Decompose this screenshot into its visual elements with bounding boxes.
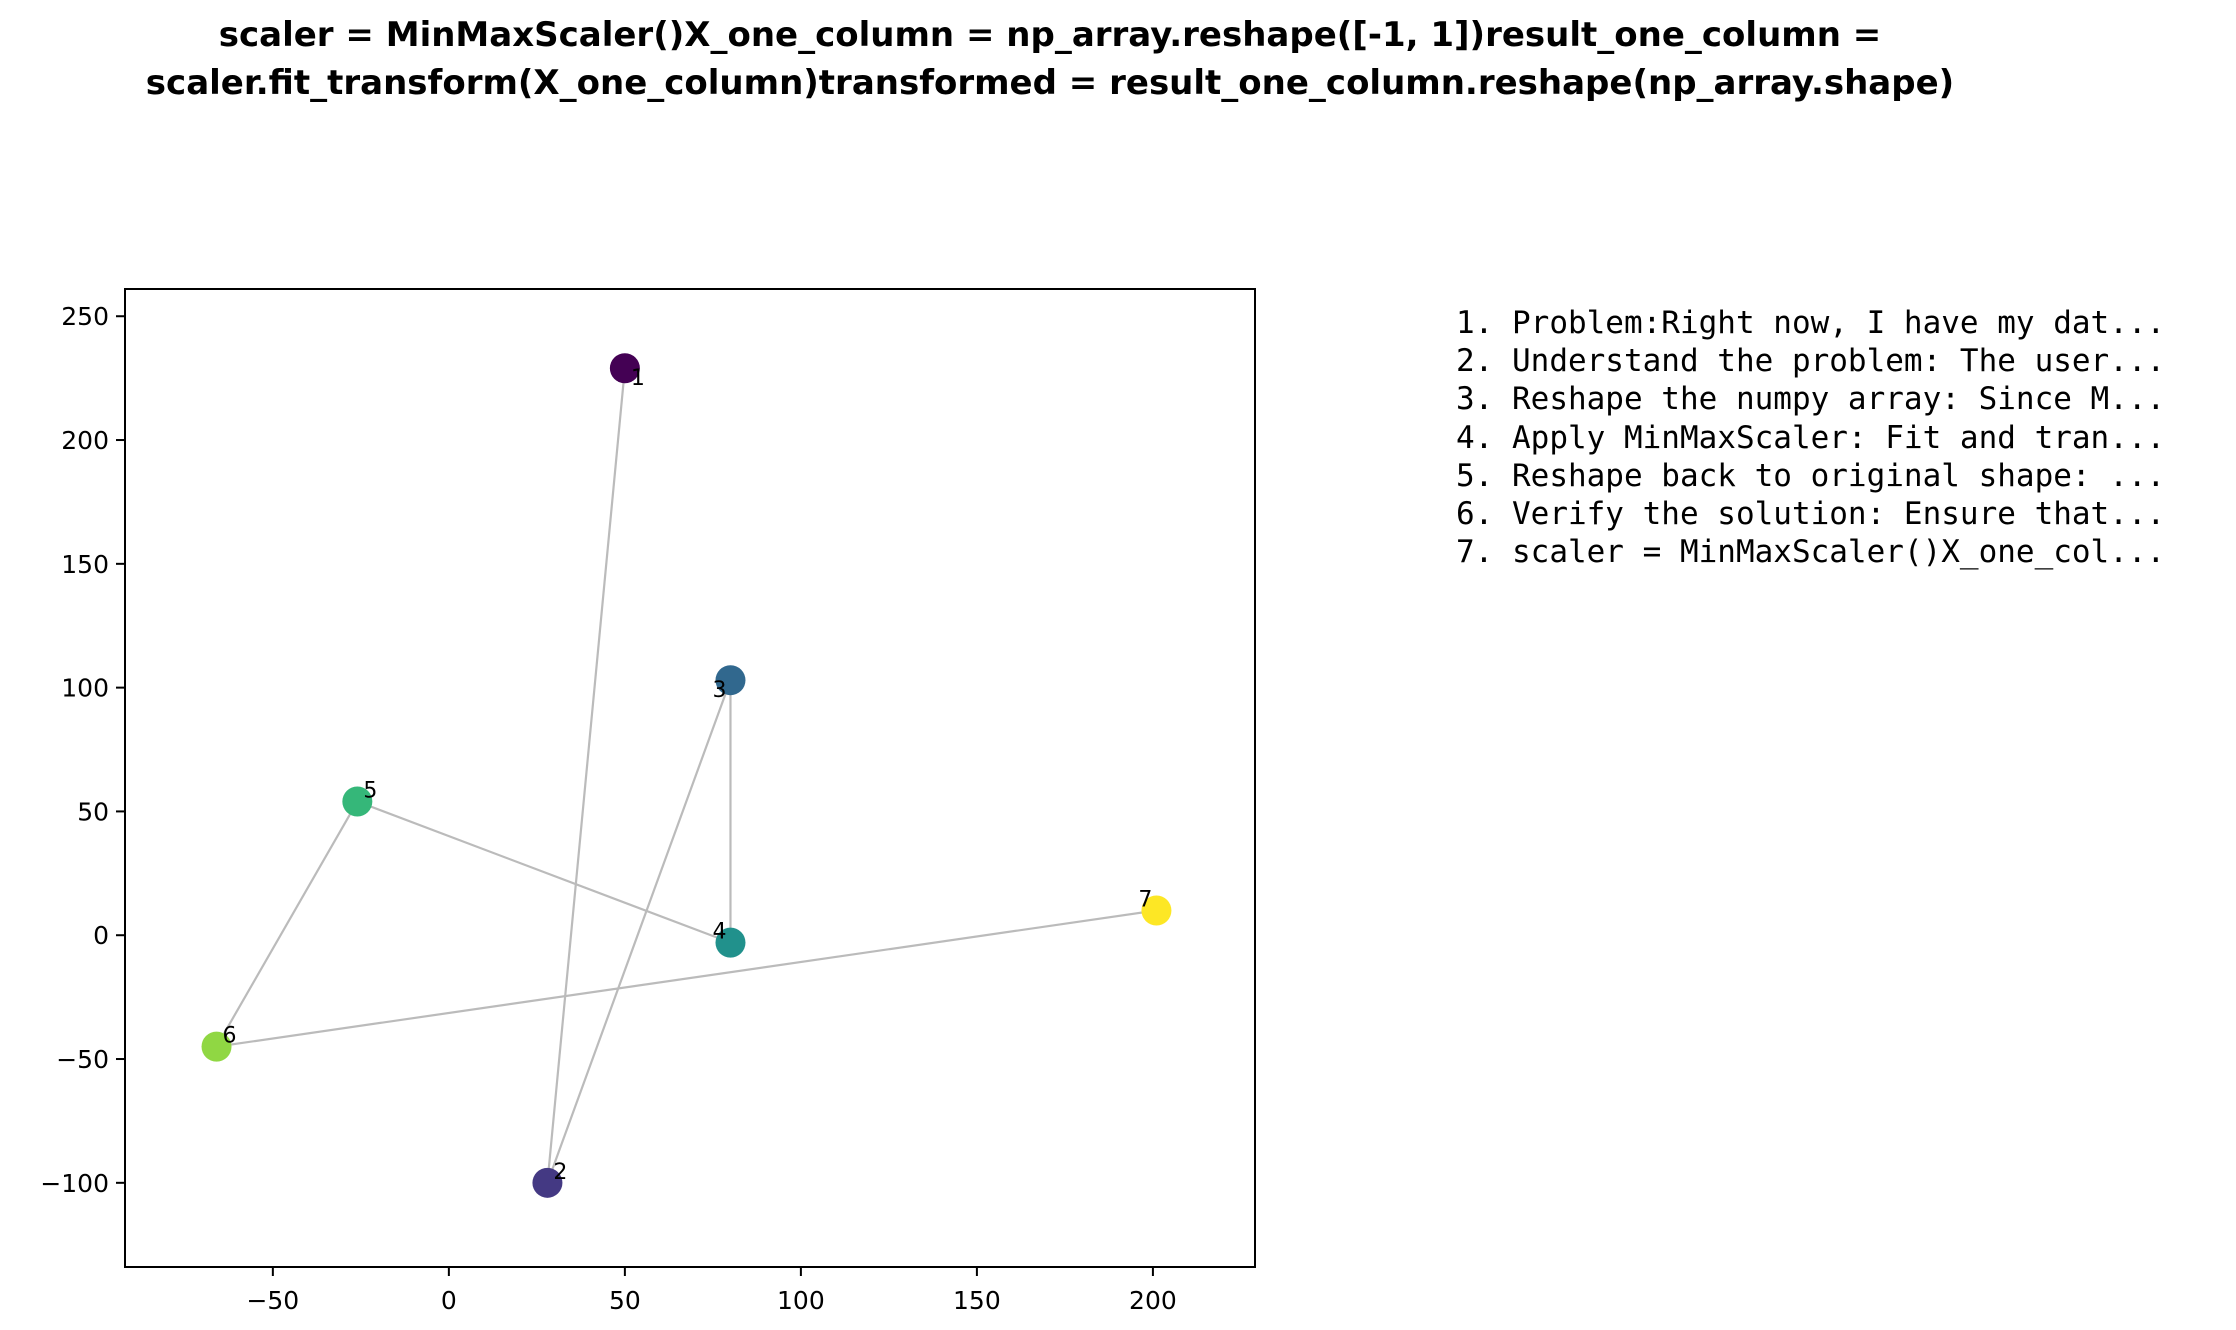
y-tick-label: 0 (93, 921, 109, 950)
point-label-3: 3 (712, 678, 726, 703)
y-tick-label: 50 (77, 797, 109, 826)
title-line-2: scaler.fit_transform(X_one_column)transf… (146, 63, 1954, 103)
point-label-7: 7 (1138, 887, 1152, 912)
y-tick-label: −50 (56, 1045, 109, 1074)
point-1 (609, 353, 640, 384)
step-2-text: 2. Understand the problem: The user... (1456, 343, 2165, 379)
chart-title: scaler = MinMaxScaler()X_one_column = np… (146, 15, 1954, 103)
point-3 (715, 665, 746, 696)
step-1-text: 1. Problem:Right now, I have my dat... (1456, 305, 2165, 341)
data-points (201, 353, 1172, 1198)
point-label-6: 6 (223, 1024, 237, 1049)
connector-line-6-7 (216, 909, 1157, 1048)
y-tick-label: 200 (61, 426, 109, 455)
plot-area-frame (124, 288, 1256, 1268)
point-label-2: 2 (553, 1160, 567, 1185)
x-axis: −50 0 50 100 150 200 (246, 1267, 1177, 1315)
y-tick-label: −100 (40, 1169, 109, 1198)
step-7-text: 7. scaler = MinMaxScaler()X_one_col... (1456, 534, 2165, 570)
step-3-text: 3. Reshape the numpy array: Since M... (1456, 381, 2165, 417)
point-label-1: 1 (631, 366, 645, 391)
point-6 (201, 1031, 232, 1062)
connector-line-1-2 (546, 368, 626, 1183)
step-4-text: 4. Apply MinMaxScaler: Fit and tran... (1456, 420, 2165, 456)
x-tick-label: 150 (953, 1286, 1001, 1315)
x-tick-label: −50 (246, 1286, 299, 1315)
point-2 (532, 1167, 563, 1198)
y-tick-label: 250 (61, 302, 109, 331)
y-tick-label: 100 (61, 674, 109, 703)
connector-line-4-5 (356, 800, 731, 944)
y-tick-label: 150 (61, 550, 109, 579)
x-tick-label: 0 (441, 1286, 457, 1315)
connector-line-2-3 (546, 679, 732, 1184)
x-tick-label: 200 (1129, 1286, 1177, 1315)
point-labels: 1 2 3 4 5 6 7 (223, 366, 1153, 1185)
point-5 (342, 786, 373, 817)
connector-line-5-6 (215, 800, 359, 1048)
step-5-text: 5. Reshape back to original shape: ... (1456, 458, 2165, 494)
steps-legend: 1. Problem:Right now, I have my dat... 2… (1456, 305, 2165, 570)
x-tick-label: 50 (609, 1286, 641, 1315)
title-line-1: scaler = MinMaxScaler()X_one_column = np… (219, 15, 1881, 55)
point-4 (715, 927, 746, 958)
step-6-text: 6. Verify the solution: Ensure that... (1456, 496, 2165, 532)
y-axis: −100 −50 0 50 100 150 200 250 (40, 302, 125, 1198)
connecting-lines (215, 368, 1157, 1184)
point-label-5: 5 (363, 779, 377, 804)
x-tick-label: 100 (777, 1286, 825, 1315)
point-7 (1141, 895, 1172, 926)
point-label-4: 4 (712, 920, 726, 945)
